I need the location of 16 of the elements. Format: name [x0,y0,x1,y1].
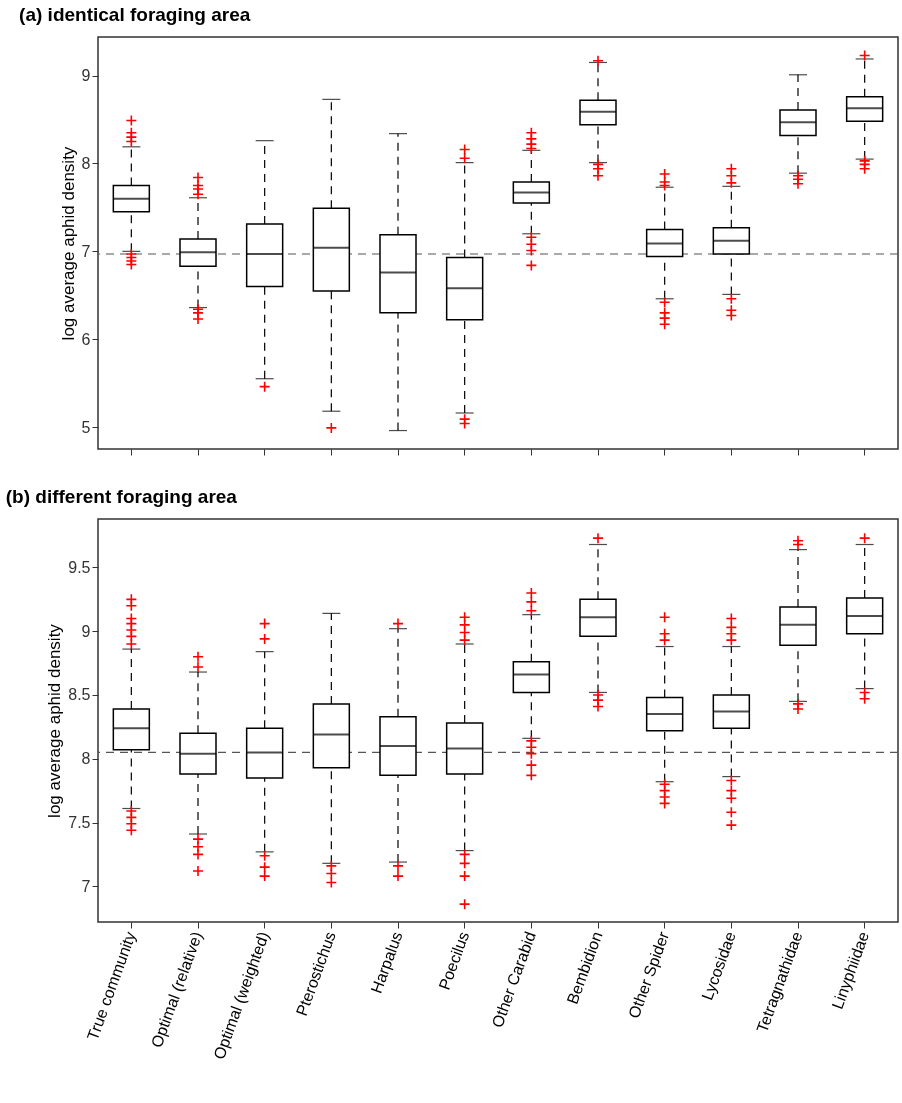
chart-title: (b) different foraging area [5,486,238,507]
chart-title: (a) identical foraging area [19,4,251,25]
y-tick-label: 9 [81,622,91,640]
y-tick-label: 9.5 [68,558,91,576]
y-tick-label: 8.5 [68,686,91,704]
x-tick-label: Other Spider [625,928,673,1021]
y-tick-label: 9 [81,67,91,85]
y-tick-label: 5 [81,418,91,436]
y-tick-label: 8 [81,750,91,768]
y-tick-label: 7 [81,242,91,260]
y-tick-label: 7.5 [68,814,91,832]
y-tick-label: 6 [81,330,91,348]
y-axis-title: log average aphid density [58,146,78,341]
y-tick-label: 7 [81,877,91,895]
y-axis-title: log average aphid density [45,623,65,818]
y-tick-label: 8 [81,155,91,172]
